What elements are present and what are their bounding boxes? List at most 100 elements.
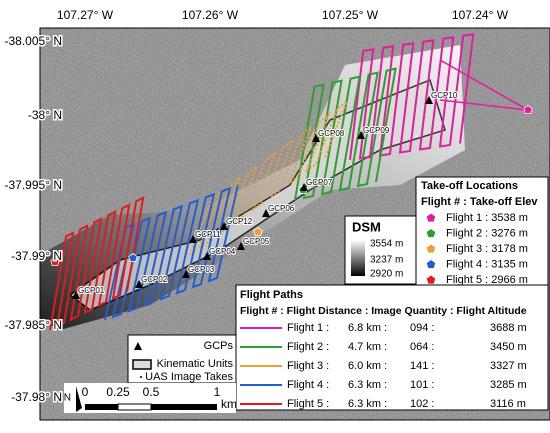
takeoff-marker (523, 105, 533, 115)
longitude-label: 107.24° W (452, 8, 509, 22)
symbol-legend-box (127, 334, 237, 384)
latitude-label: -37.985° N (5, 318, 63, 332)
legend-label: GCPs (204, 340, 234, 352)
scale-segment (151, 404, 217, 410)
left-margin (0, 0, 40, 428)
gcp-label: GCP02 (141, 275, 168, 284)
flight-paths-cell: 6.3 km : (348, 379, 387, 391)
takeoff-marker (128, 253, 138, 263)
gcp-label: GCP01 (78, 286, 105, 295)
flight-paths-cell: 102 : (410, 398, 434, 410)
legend-label: UAS Image Takes (145, 371, 233, 383)
latitude-label: -37.98° N (11, 390, 62, 404)
latitude-label: -37.99° N (11, 249, 62, 263)
longitude-label: 107.27° W (57, 8, 114, 22)
gcp-marker (262, 209, 270, 217)
flight-track (294, 67, 397, 201)
takeoff-marker (50, 257, 60, 267)
takeoff-row: Flight 2 : 3276 m (446, 227, 528, 239)
takeoff-marker (253, 227, 263, 237)
flight-paths-cell: 3327 m (490, 360, 527, 372)
map-frame (39, 27, 550, 421)
flight-paths-cell: 3285 m (490, 379, 527, 391)
top-margin (40, 0, 550, 28)
flight-paths-cell: 6.3 km : (348, 398, 387, 410)
gcp-marker (203, 252, 211, 260)
overlay: GCP01 GCP02 GCP03 GCP04 GCP05 GCP06 GCP07 GCP08… (50, 90, 533, 299)
takeoff-legend-marker (426, 275, 436, 284)
gcp-label: GCP10 (431, 91, 458, 100)
dsm-label: 3554 m (370, 239, 403, 250)
legend-label: Kinematic Units (157, 358, 234, 370)
gcp-marker (72, 291, 80, 299)
gcp-marker (220, 222, 228, 230)
flight-track (49, 196, 145, 331)
flight-paths-cell: 4.7 km : (348, 341, 387, 353)
flight-paths-cell: 3450 m (490, 341, 527, 353)
flight-paths-cell: Flight 1 : (287, 322, 329, 334)
longitude-label: 107.25° W (322, 8, 379, 22)
gcp-label: GCP06 (268, 204, 295, 213)
gcp-label: GCP11 (195, 230, 221, 239)
takeoff-header: Flight # : Take-off Elev (421, 196, 538, 208)
gcp-label: GCP03 (188, 265, 215, 274)
takeoff-legend-marker (426, 260, 436, 269)
latitude-label: -38° N (28, 108, 62, 122)
takeoff-row: Flight 5 : 2966 m (446, 274, 528, 286)
legend-image-symbol (140, 376, 142, 378)
latitude-label: -38.005° N (5, 34, 63, 48)
takeoff-row: Flight 1 : 3538 m (446, 212, 528, 224)
gcp-label: GCP04 (209, 247, 236, 256)
takeoff-row: Flight 4 : 3135 m (446, 258, 528, 270)
takeoff-legend-box (415, 176, 549, 288)
gcp-label: GCP07 (306, 178, 333, 187)
gcp-marker (425, 96, 433, 104)
north-label: N (64, 393, 71, 404)
flight-paths-cell: 064 : (410, 341, 434, 353)
gcp-label: GCP09 (363, 126, 390, 135)
flight-paths-cell: 6.8 km : (348, 322, 387, 334)
gcp-marker (135, 280, 143, 288)
scale-label: 0 (82, 385, 89, 399)
legend-kinematic-symbol (132, 359, 152, 370)
scale-label: 0.5 (143, 385, 160, 399)
gcp-marker (357, 131, 365, 139)
longitude-label: 107.26° W (182, 8, 239, 22)
dsm-title: DSM (352, 219, 381, 234)
flight-paths-cell: Flight 2 : (287, 341, 329, 353)
gcp-marker (300, 183, 308, 191)
legend-gcp-symbol (134, 342, 142, 350)
flight-track (189, 98, 349, 256)
gcp-marker (312, 134, 320, 142)
gcp-label: GCP05 (243, 237, 270, 246)
scale-segment (85, 404, 118, 410)
flight-paths-cell: 141 : (410, 360, 434, 372)
dsm-label: 3237 m (370, 255, 403, 266)
flight-paths-cell: Flight 5 : (287, 398, 329, 410)
scale-label: 1 (214, 385, 221, 399)
flight-paths-cell: 3688 m (490, 322, 527, 334)
scale-label: 0.25 (106, 385, 130, 399)
takeoff-legend-marker (426, 244, 436, 253)
dsm-ramp (351, 240, 365, 276)
flight-track (349, 33, 475, 161)
flight-paths-box (235, 284, 549, 411)
dsm-label: 2920 m (370, 269, 403, 280)
flight-paths-cell: Flight 4 : (287, 379, 329, 391)
gcp-marker (189, 235, 197, 243)
flight-paths-cell: 094 : (410, 322, 434, 334)
flight-paths-cell: 101 : (410, 379, 434, 391)
north-arrow (76, 386, 82, 412)
flight-track (104, 185, 239, 321)
flight-paths-title: Flight Paths (240, 289, 303, 301)
takeoff-title: Take-off Locations (421, 180, 518, 192)
takeoff-legend-marker (426, 229, 436, 238)
flight-paths-cell: 6.0 km : (348, 360, 387, 372)
takeoff-legend-marker (426, 213, 436, 222)
gcp-marker (182, 270, 190, 278)
scale-unit: km (221, 397, 237, 411)
scale-segment (117, 403, 152, 411)
latitude-label: -37.995° N (5, 178, 63, 192)
gcp-marker (237, 242, 245, 250)
